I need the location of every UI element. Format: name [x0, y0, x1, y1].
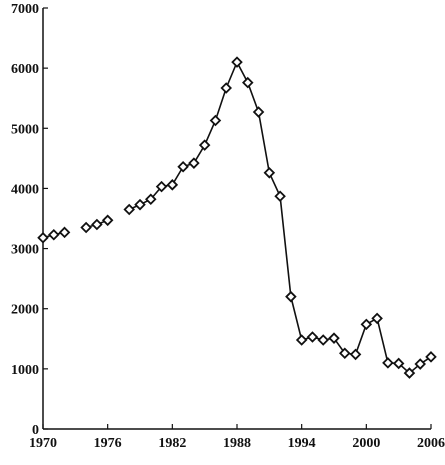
y-tick-label: 2000 [11, 303, 39, 318]
marker [80, 221, 92, 234]
marker [155, 180, 168, 193]
x-tick-label: 2000 [352, 436, 380, 451]
marker [274, 190, 286, 203]
y-tick-label: 1000 [11, 363, 39, 378]
marker [252, 106, 265, 118]
y-tick-label: 4000 [11, 182, 39, 197]
marker [134, 198, 146, 211]
marker [58, 226, 71, 239]
marker [188, 157, 200, 169]
marker [382, 357, 394, 369]
x-tick-label: 1982 [158, 436, 186, 451]
marker [339, 347, 351, 359]
marker [177, 161, 189, 173]
marker [209, 114, 222, 127]
x-tick-label: 1988 [223, 436, 251, 451]
marker [263, 167, 276, 179]
marker [101, 214, 114, 227]
x-tick-label: 1976 [94, 436, 122, 451]
marker [145, 193, 157, 206]
marker [425, 351, 437, 363]
marker [349, 348, 362, 361]
marker [328, 332, 340, 344]
marker [198, 139, 211, 151]
x-tick-label: 2006 [417, 436, 445, 451]
data-line [42, 60, 432, 375]
marker [91, 218, 103, 231]
y-tick-label: 5000 [11, 122, 39, 137]
marker [166, 179, 179, 191]
marker [317, 334, 329, 346]
marker [242, 76, 254, 89]
marker [231, 56, 243, 68]
marker [371, 312, 383, 325]
marker [48, 228, 60, 241]
marker [392, 357, 405, 370]
marker [37, 231, 49, 244]
x-tick-label: 1994 [288, 436, 316, 451]
marker [360, 318, 373, 331]
marker [285, 290, 297, 303]
marker [123, 203, 135, 216]
y-tick-label: 3000 [11, 243, 39, 258]
x-tick-label: 1970 [29, 436, 57, 451]
marker [306, 331, 319, 343]
marker [403, 367, 416, 379]
y-tick-label: 0 [32, 423, 39, 438]
marker [295, 334, 308, 346]
marker [414, 358, 426, 370]
marker [220, 82, 232, 94]
y-tick-label: 6000 [11, 62, 39, 77]
y-tick-label: 7000 [11, 2, 39, 17]
